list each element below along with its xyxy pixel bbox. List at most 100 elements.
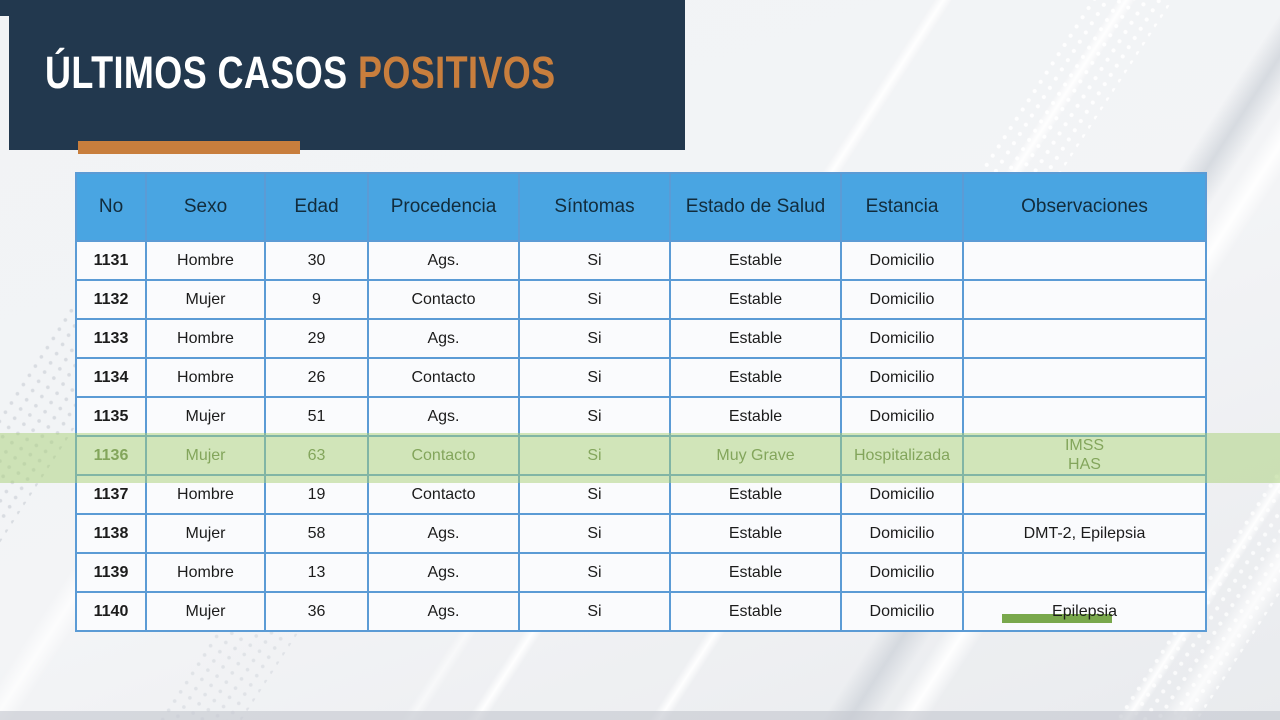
cell-procedencia: Ags. <box>367 396 520 437</box>
cell-observaciones <box>962 396 1207 437</box>
cell-no: 1132 <box>75 279 147 320</box>
cell-estancia: Domicilio <box>840 591 964 632</box>
cell-procedencia: Ags. <box>367 318 520 359</box>
cell-sexo: Mujer <box>145 513 266 554</box>
cases-table: No Sexo Edad Procedencia Síntomas Estado… <box>75 172 1207 632</box>
page-title-orange: POSITIVOS <box>357 47 556 98</box>
cell-no: 1139 <box>75 552 147 593</box>
cell-observaciones: DMT-2, Epilepsia <box>962 513 1207 554</box>
cell-no: 1136 <box>75 435 147 476</box>
cell-estado: Estable <box>669 474 842 515</box>
table-row: 1137 Hombre 19 Contacto Si Estable Domic… <box>75 474 1207 515</box>
header-cell-observaciones: Observaciones <box>962 172 1207 242</box>
cell-estado: Estable <box>669 318 842 359</box>
title-banner: ÚLTIMOS CASOS POSITIVOS <box>9 0 685 150</box>
table-header-row: No Sexo Edad Procedencia Síntomas Estado… <box>75 172 1207 242</box>
table-row: 1131 Hombre 30 Ags. Si Estable Domicilio <box>75 240 1207 281</box>
cell-sintomas: Si <box>518 552 671 593</box>
page-title: ÚLTIMOS CASOS POSITIVOS <box>45 47 556 99</box>
cell-procedencia: Ags. <box>367 513 520 554</box>
header-cell-no: No <box>75 172 147 242</box>
cell-estado: Estable <box>669 396 842 437</box>
cell-edad: 58 <box>264 513 369 554</box>
cell-procedencia: Contacto <box>367 357 520 398</box>
cell-observaciones <box>962 552 1207 593</box>
observation-line: HAS <box>1068 455 1101 473</box>
cell-procedencia: Ags. <box>367 552 520 593</box>
cell-procedencia: Ags. <box>367 591 520 632</box>
cell-estado: Muy Grave <box>669 435 842 476</box>
cell-estado: Estable <box>669 591 842 632</box>
cell-edad: 51 <box>264 396 369 437</box>
cell-estancia: Domicilio <box>840 279 964 320</box>
cell-no: 1137 <box>75 474 147 515</box>
cell-sintomas: Si <box>518 357 671 398</box>
cell-no: 1134 <box>75 357 147 398</box>
cell-sintomas: Si <box>518 435 671 476</box>
cell-procedencia: Contacto <box>367 279 520 320</box>
header-cell-procedencia: Procedencia <box>367 172 520 242</box>
bottom-edge-shadow <box>0 711 1280 720</box>
table-row: 1132 Mujer 9 Contacto Si Estable Domicil… <box>75 279 1207 320</box>
cell-sexo: Mujer <box>145 435 266 476</box>
cell-estancia: Domicilio <box>840 396 964 437</box>
cell-no: 1133 <box>75 318 147 359</box>
cell-no: 1135 <box>75 396 147 437</box>
cell-sexo: Hombre <box>145 552 266 593</box>
cell-edad: 13 <box>264 552 369 593</box>
cell-sexo: Mujer <box>145 396 266 437</box>
cell-estado: Estable <box>669 279 842 320</box>
table-row-highlighted: 1136 Mujer 63 Contacto Si Muy Grave Hosp… <box>75 435 1207 476</box>
cell-no: 1140 <box>75 591 147 632</box>
table-row: 1140 Mujer 36 Ags. Si Estable Domicilio … <box>75 591 1207 632</box>
header-cell-edad: Edad <box>264 172 369 242</box>
cell-procedencia: Contacto <box>367 474 520 515</box>
page-title-white: ÚLTIMOS CASOS <box>45 47 348 98</box>
accent-bar <box>78 141 300 154</box>
cell-estancia: Domicilio <box>840 513 964 554</box>
cell-observaciones: IMSS HAS <box>962 435 1207 476</box>
header-cell-estancia: Estancia <box>840 172 964 242</box>
cell-sexo: Hombre <box>145 357 266 398</box>
cell-sintomas: Si <box>518 240 671 281</box>
cell-edad: 29 <box>264 318 369 359</box>
cell-no: 1131 <box>75 240 147 281</box>
cell-estado: Estable <box>669 552 842 593</box>
cell-observaciones <box>962 357 1207 398</box>
cell-edad: 9 <box>264 279 369 320</box>
cell-estado: Estable <box>669 357 842 398</box>
cell-sintomas: Si <box>518 318 671 359</box>
cell-sintomas: Si <box>518 279 671 320</box>
cell-observaciones <box>962 474 1207 515</box>
cell-procedencia: Contacto <box>367 435 520 476</box>
cell-sexo: Hombre <box>145 318 266 359</box>
cell-edad: 30 <box>264 240 369 281</box>
table-row: 1134 Hombre 26 Contacto Si Estable Domic… <box>75 357 1207 398</box>
cell-estancia: Domicilio <box>840 357 964 398</box>
cell-estancia: Domicilio <box>840 552 964 593</box>
cell-no: 1138 <box>75 513 147 554</box>
cell-sexo: Mujer <box>145 279 266 320</box>
cell-estancia: Domicilio <box>840 474 964 515</box>
table-row: 1138 Mujer 58 Ags. Si Estable Domicilio … <box>75 513 1207 554</box>
observation-text: Epilepsia <box>1052 602 1117 620</box>
observation-line: IMSS <box>1064 437 1105 455</box>
cell-sintomas: Si <box>518 591 671 632</box>
cell-estado: Estable <box>669 513 842 554</box>
cell-sexo: Hombre <box>145 240 266 281</box>
table-row: 1135 Mujer 51 Ags. Si Estable Domicilio <box>75 396 1207 437</box>
cell-procedencia: Ags. <box>367 240 520 281</box>
cell-observaciones <box>962 240 1207 281</box>
cell-estancia: Hospitalizada <box>840 435 964 476</box>
header-cell-estado: Estado de Salud <box>669 172 842 242</box>
cell-observaciones <box>962 279 1207 320</box>
cell-estado: Estable <box>669 240 842 281</box>
header-cell-sexo: Sexo <box>145 172 266 242</box>
cell-observaciones <box>962 318 1207 359</box>
table-row: 1139 Hombre 13 Ags. Si Estable Domicilio <box>75 552 1207 593</box>
header-cell-sintomas: Síntomas <box>518 172 671 242</box>
cell-edad: 19 <box>264 474 369 515</box>
cell-estancia: Domicilio <box>840 240 964 281</box>
cell-edad: 26 <box>264 357 369 398</box>
